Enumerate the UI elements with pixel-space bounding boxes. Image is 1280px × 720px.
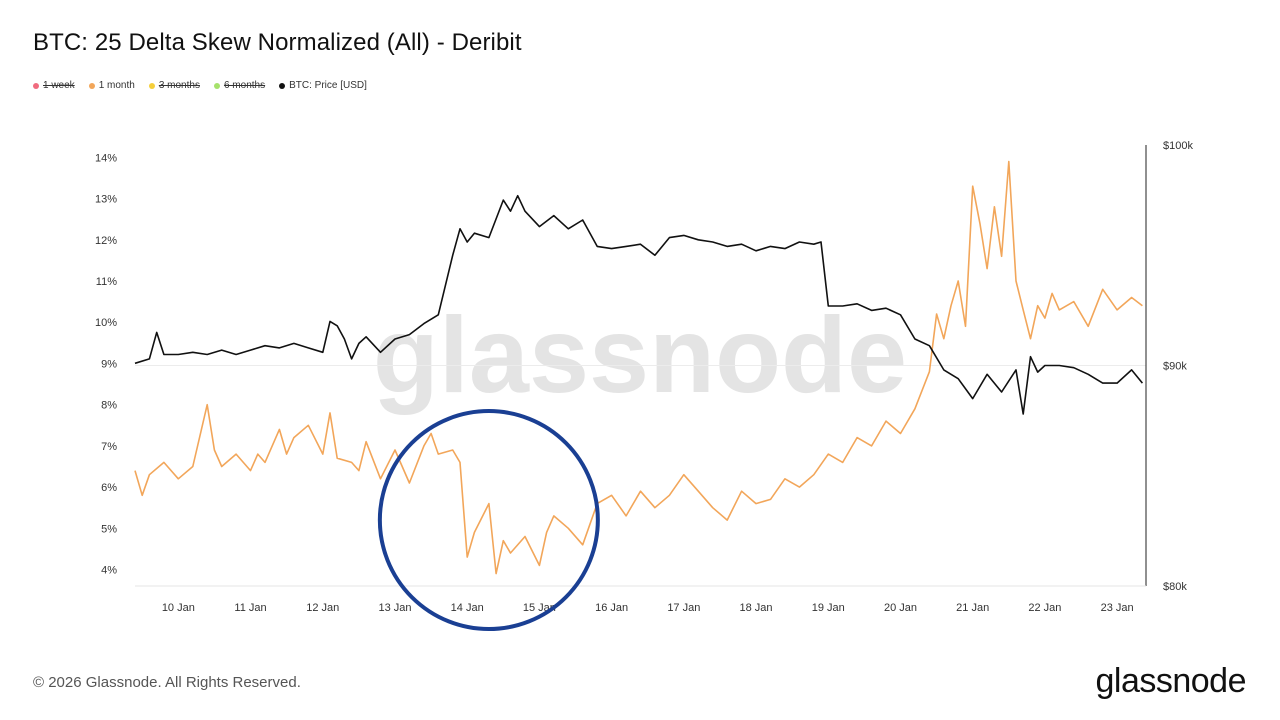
series-line-1-month[interactable] bbox=[134, 160, 1143, 575]
glassnode-logo[interactable]: glassnode bbox=[1095, 662, 1246, 700]
legend-label: 1 month bbox=[98, 80, 135, 91]
y-left-tick-label: 14% bbox=[95, 152, 117, 164]
y-left-tick-label: 5% bbox=[101, 523, 117, 535]
y-left-tick-label: 7% bbox=[101, 441, 117, 453]
legend-item-6-months[interactable]: 6 months bbox=[213, 80, 266, 91]
legend-label: 1 week bbox=[43, 80, 75, 91]
y-right-tick-label: $100k bbox=[1163, 140, 1193, 152]
y-axis-left: 4% 5% 6% 7% 8% 9% 10% 11% 12% 13% 14% bbox=[95, 152, 117, 576]
legend-item-3-months[interactable]: 3 months bbox=[148, 80, 200, 91]
copyright-text: © 2026 Glassnode. All Rights Reserved. bbox=[33, 674, 301, 691]
legend-dot-icon bbox=[148, 82, 155, 89]
x-tick-label: 23 Jan bbox=[1101, 602, 1134, 614]
x-tick-label: 13 Jan bbox=[378, 602, 411, 614]
y-left-tick-label: 8% bbox=[101, 400, 117, 412]
y-left-tick-label: 13% bbox=[95, 194, 117, 206]
legend-label: BTC: Price [USD] bbox=[289, 80, 367, 91]
x-tick-label: 18 Jan bbox=[740, 602, 773, 614]
x-tick-label: 11 Jan bbox=[234, 602, 266, 614]
x-tick-label: 20 Jan bbox=[884, 602, 917, 614]
y-right-tick-label: $80k bbox=[1163, 581, 1187, 593]
legend-item-1-month[interactable]: 1 month bbox=[88, 80, 135, 91]
y-left-tick-label: 6% bbox=[101, 482, 117, 494]
y-left-tick-label: 10% bbox=[95, 317, 117, 329]
legend-dot-icon bbox=[213, 82, 220, 89]
x-tick-label: 19 Jan bbox=[812, 602, 845, 614]
annotation-circle bbox=[377, 409, 600, 632]
legend-label: 6 months bbox=[223, 80, 266, 91]
x-tick-label: 12 Jan bbox=[306, 602, 339, 614]
x-tick-label: 16 Jan bbox=[595, 602, 628, 614]
x-tick-label: 17 Jan bbox=[667, 602, 700, 614]
page-title: BTC: 25 Delta Skew Normalized (All) - De… bbox=[33, 29, 522, 56]
y-axis-right: $80k $90k $100k bbox=[1163, 140, 1193, 593]
x-tick-label: 14 Jan bbox=[451, 602, 484, 614]
x-axis: 10 Jan 11 Jan 12 Jan 13 Jan 14 Jan 15 Jan 16 J… bbox=[162, 602, 1134, 614]
legend-dot-icon bbox=[88, 82, 95, 89]
y-right-tick-label: $90k bbox=[1163, 361, 1187, 373]
legend-dot-icon bbox=[279, 82, 286, 89]
y-left-tick-label: 9% bbox=[101, 358, 117, 370]
legend-dot-icon bbox=[33, 82, 39, 89]
y-left-tick-label: 12% bbox=[95, 235, 117, 247]
legend-item-btc-price[interactable]: BTC: Price [USD] bbox=[279, 80, 367, 91]
y-left-tick-label: 11% bbox=[96, 276, 117, 288]
chart-legend: 1 week 1 month 3 months 6 months BTC: Pr… bbox=[33, 80, 367, 91]
x-tick-label: 21 Jan bbox=[956, 602, 989, 614]
legend-label: 3 months bbox=[158, 80, 200, 91]
legend-item-1-week[interactable]: 1 week bbox=[33, 80, 75, 91]
x-tick-label: 10 Jan bbox=[162, 602, 195, 614]
x-tick-label: 22 Jan bbox=[1028, 602, 1061, 614]
series-line-btc-price[interactable] bbox=[134, 194, 1144, 415]
chart-watermark: glassnode bbox=[373, 294, 907, 415]
y-left-tick-label: 4% bbox=[101, 565, 117, 577]
